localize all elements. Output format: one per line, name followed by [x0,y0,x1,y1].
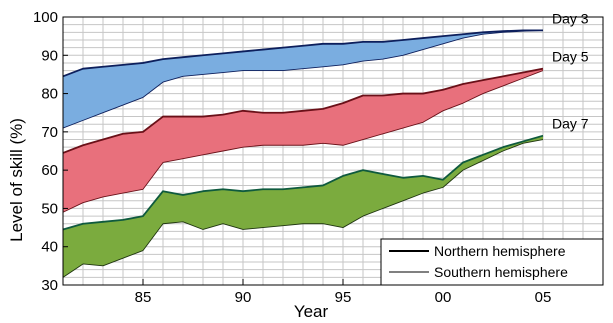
day-7-label: Day 7 [552,116,589,132]
day-3-label: Day 3 [552,10,589,26]
y-tick-label: 80 [41,86,58,103]
legend-northern-label: Northern hemisphere [434,243,566,259]
x-tick-label: 95 [335,289,352,306]
y-tick-label: 30 [41,277,58,294]
y-tick-label: 60 [41,162,58,179]
day-3-northern-line [62,29,543,78]
day-7-southern-line [62,139,544,278]
plot-frame [62,16,604,286]
y-tick-label: 50 [41,200,58,217]
x-tick-label: 85 [135,289,152,306]
x-tick-label: 05 [535,289,552,306]
day-5-northern-line [62,67,544,154]
series-bands [62,29,544,278]
legend: Northern hemisphere Southern hemisphere [380,238,604,286]
day-3-southern-line [62,29,544,129]
y-tick-label: 90 [41,47,58,64]
x-tick-label: 90 [235,289,252,306]
day-5-southern-line [62,70,544,213]
legend-southern-label: Southern hemisphere [434,264,568,280]
axis-ticks: 30 40 50 60 70 80 90 100 85 90 95 00 05 [33,9,551,306]
x-axis-label: Year [294,302,329,321]
day-3-band [63,30,543,129]
y-tick-label: 100 [33,9,58,26]
y-axis-label: Level of skill (%) [7,118,26,242]
day-7-northern-line [62,134,544,231]
x-tick-label: 00 [435,289,452,306]
series-labels: Day 3 Day 5 Day 7 [552,10,589,131]
y-tick-label: 40 [41,239,58,256]
y-tick-label: 70 [41,124,58,141]
day-5-band [63,68,543,213]
day-7-band [63,135,543,278]
day-5-label: Day 5 [552,49,589,65]
